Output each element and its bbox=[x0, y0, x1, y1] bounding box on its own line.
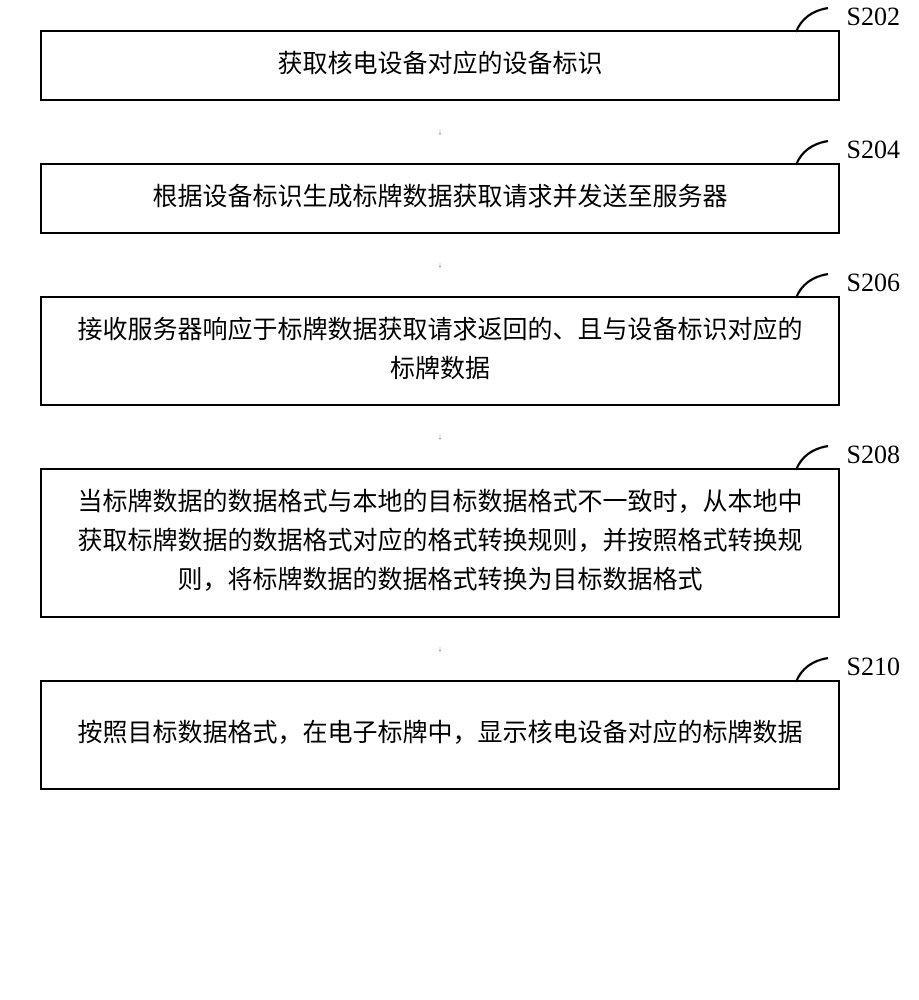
label-connector-curve bbox=[792, 442, 832, 472]
arrow-down-icon bbox=[439, 234, 441, 296]
flowchart-step: S208 当标牌数据的数据格式与本地的目标数据格式不一致时，从本地中获取标牌数据… bbox=[40, 468, 880, 618]
label-connector-curve bbox=[792, 270, 832, 300]
label-connector-curve bbox=[792, 137, 832, 167]
arrow-container bbox=[40, 234, 840, 296]
step-text: 当标牌数据的数据格式与本地的目标数据格式不一致时，从本地中获取标牌数据的数据格式… bbox=[70, 484, 810, 600]
step-box: 获取核电设备对应的设备标识 bbox=[40, 30, 840, 101]
step-label: S206 bbox=[847, 268, 900, 298]
step-box: 按照目标数据格式，在电子标牌中，显示核电设备对应的标牌数据 bbox=[40, 680, 840, 790]
step-label: S210 bbox=[847, 652, 900, 682]
arrow-container bbox=[40, 618, 840, 680]
flowchart-step: S204 根据设备标识生成标牌数据获取请求并发送至服务器 bbox=[40, 163, 880, 234]
step-box: 根据设备标识生成标牌数据获取请求并发送至服务器 bbox=[40, 163, 840, 234]
flowchart-step: S202 获取核电设备对应的设备标识 bbox=[40, 30, 880, 101]
label-connector-curve bbox=[792, 4, 832, 34]
step-text: 获取核电设备对应的设备标识 bbox=[277, 46, 602, 85]
arrow-down-icon bbox=[439, 101, 441, 163]
step-box: 当标牌数据的数据格式与本地的目标数据格式不一致时，从本地中获取标牌数据的数据格式… bbox=[40, 468, 840, 618]
arrow-down-icon bbox=[439, 618, 441, 680]
arrow-container bbox=[40, 406, 840, 468]
step-label: S204 bbox=[847, 135, 900, 165]
label-connector-curve bbox=[792, 654, 832, 684]
step-box: 接收服务器响应于标牌数据获取请求返回的、且与设备标识对应的标牌数据 bbox=[40, 296, 840, 406]
step-text: 根据设备标识生成标牌数据获取请求并发送至服务器 bbox=[152, 179, 727, 218]
step-label: S208 bbox=[847, 440, 900, 470]
step-text: 接收服务器响应于标牌数据获取请求返回的、且与设备标识对应的标牌数据 bbox=[70, 312, 810, 390]
flowchart-container: S202 获取核电设备对应的设备标识 S204 根据设备标识生成标牌数据获取请求… bbox=[40, 30, 880, 790]
step-label: S202 bbox=[847, 2, 900, 32]
step-text: 按照目标数据格式，在电子标牌中，显示核电设备对应的标牌数据 bbox=[77, 715, 802, 754]
flowchart-step: S206 接收服务器响应于标牌数据获取请求返回的、且与设备标识对应的标牌数据 bbox=[40, 296, 880, 406]
arrow-down-icon bbox=[439, 406, 441, 468]
arrow-container bbox=[40, 101, 840, 163]
flowchart-step: S210 按照目标数据格式，在电子标牌中，显示核电设备对应的标牌数据 bbox=[40, 680, 880, 790]
